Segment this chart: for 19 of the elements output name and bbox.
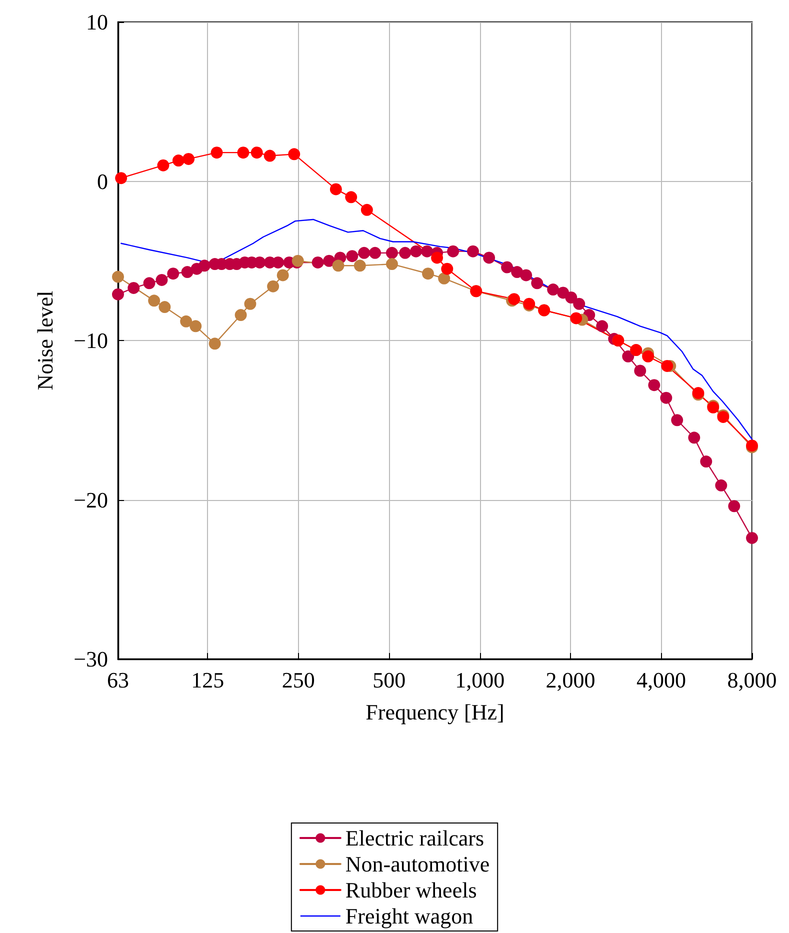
x-tick-label: 250 — [282, 668, 315, 692]
x-tick-label: 8,000 — [727, 668, 777, 692]
y-tick-label: −20 — [74, 487, 108, 512]
x-tick-label: 2,000 — [546, 668, 596, 692]
legend-label: Freight wagon — [345, 904, 474, 928]
x-tick-label: 4,000 — [636, 668, 686, 692]
y-axis-title: Noise level — [32, 290, 58, 390]
x-axis-title: Frequency [Hz] — [366, 700, 504, 724]
x-tick-label: 500 — [372, 668, 406, 692]
y-tick-label: −30 — [74, 646, 108, 672]
x-tick-label: 63 — [107, 668, 129, 692]
y-tick-label: 10 — [86, 10, 108, 34]
x-tick-label: 1,000 — [455, 668, 505, 692]
legend-label: Rubber wheels — [345, 878, 477, 902]
y-tick-label: 0 — [97, 168, 108, 194]
legend-label: Non-automotive — [345, 852, 490, 876]
legend-label: Electric railcars — [345, 826, 484, 850]
y-tick-label: −10 — [74, 328, 108, 353]
x-tick-label: 125 — [191, 668, 224, 692]
